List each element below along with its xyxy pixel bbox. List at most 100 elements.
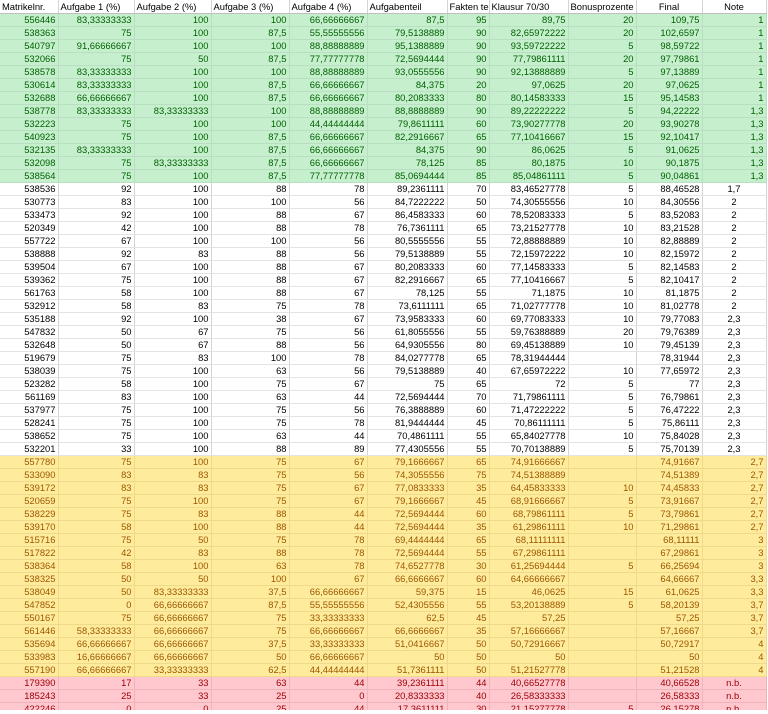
cell-note[interactable]: 2,7 [702,494,767,508]
cell-aufgabe-1[interactable]: 92 [58,182,135,196]
cell-aufgabenteil[interactable]: 62,5 [367,611,448,625]
cell-aufgabenteil[interactable]: 93,0555556 [367,65,448,79]
header-aufgabe-1[interactable]: Aufgabe 1 (%) [58,0,135,14]
cell-aufgabe-2[interactable]: 100 [134,286,212,300]
cell-matrikelnr[interactable]: 520349 [0,221,59,235]
cell-aufgabenteil[interactable]: 69,4444444 [367,533,448,547]
cell-aufgabe-4[interactable]: 78 [289,416,368,430]
cell-aufgabe-2[interactable]: 100 [134,195,212,209]
cell-faktenteil[interactable]: 90 [447,65,490,79]
cell-aufgabe-3[interactable]: 88 [211,520,290,534]
cell-aufgabenteil[interactable]: 64,9305556 [367,338,448,352]
cell-klausur[interactable]: 46,0625 [489,585,569,599]
cell-aufgabe-4[interactable]: 44 [289,429,368,443]
cell-aufgabe-3[interactable]: 75 [211,325,290,339]
cell-bonusprozente[interactable]: 10 [568,156,637,170]
cell-bonusprozente[interactable] [568,650,637,664]
cell-note[interactable]: 2 [702,260,767,274]
cell-aufgabenteil[interactable]: 75 [367,377,448,391]
cell-matrikelnr[interactable]: 556446 [0,13,59,27]
cell-aufgabe-4[interactable]: 56 [289,195,368,209]
cell-faktenteil[interactable]: 65 [447,221,490,235]
cell-aufgabe-1[interactable]: 50 [58,325,135,339]
cell-faktenteil[interactable]: 60 [447,507,490,521]
cell-final[interactable]: 51,21528 [636,663,703,677]
cell-note[interactable]: n.b. [702,689,767,703]
cell-aufgabe-2[interactable]: 66,66666667 [134,637,212,651]
cell-matrikelnr[interactable]: 547832 [0,325,59,339]
cell-final[interactable]: 50 [636,650,703,664]
cell-aufgabe-1[interactable]: 58 [58,520,135,534]
cell-faktenteil[interactable]: 44 [447,676,490,690]
cell-final[interactable]: 95,14583 [636,91,703,105]
cell-matrikelnr[interactable]: 557722 [0,234,59,248]
cell-klausur[interactable]: 67,65972222 [489,364,569,378]
cell-note[interactable]: 3,3 [702,572,767,586]
cell-aufgabe-3[interactable]: 63 [211,364,290,378]
cell-final[interactable]: 75,84028 [636,429,703,443]
cell-klausur[interactable]: 80,1875 [489,156,569,170]
cell-final[interactable]: 74,45833 [636,481,703,495]
cell-matrikelnr[interactable]: 533473 [0,208,59,222]
cell-aufgabe-4[interactable]: 78 [289,559,368,573]
cell-bonusprozente[interactable]: 10 [568,312,637,326]
cell-note[interactable]: 2 [702,195,767,209]
cell-aufgabenteil[interactable]: 59,375 [367,585,448,599]
cell-matrikelnr[interactable]: 422246 [0,702,59,714]
cell-final[interactable]: 64,66667 [636,572,703,586]
cell-aufgabe-3[interactable]: 100 [211,13,290,27]
cell-aufgabe-3[interactable]: 100 [211,234,290,248]
cell-matrikelnr[interactable]: 557780 [0,455,59,469]
cell-aufgabe-4[interactable]: 56 [289,234,368,248]
cell-matrikelnr[interactable]: 561763 [0,286,59,300]
cell-note[interactable]: 1 [702,13,767,27]
cell-final[interactable]: 40,66528 [636,676,703,690]
cell-matrikelnr[interactable]: 539170 [0,520,59,534]
cell-matrikelnr[interactable]: 538578 [0,65,59,79]
cell-note[interactable]: 3,3 [702,585,767,599]
cell-aufgabe-2[interactable]: 83 [134,546,212,560]
cell-aufgabe-3[interactable]: 100 [211,39,290,53]
cell-matrikelnr[interactable]: 532098 [0,156,59,170]
cell-bonusprozente[interactable]: 5 [568,494,637,508]
cell-klausur[interactable]: 71,47222222 [489,403,569,417]
cell-aufgabenteil[interactable]: 61,8055556 [367,325,448,339]
cell-aufgabe-3[interactable]: 62,5 [211,663,290,677]
cell-final[interactable]: 79,76389 [636,325,703,339]
cell-matrikelnr[interactable]: 519679 [0,351,59,365]
cell-klausur[interactable]: 21,15277778 [489,702,569,714]
cell-aufgabe-1[interactable]: 0 [58,702,135,714]
cell-faktenteil[interactable]: 60 [447,260,490,274]
cell-aufgabe-1[interactable]: 42 [58,221,135,235]
cell-aufgabe-4[interactable]: 44,44444444 [289,117,368,131]
cell-klausur[interactable]: 67,29861111 [489,546,569,560]
cell-matrikelnr[interactable]: 538652 [0,429,59,443]
cell-klausur[interactable]: 68,91666667 [489,494,569,508]
cell-faktenteil[interactable]: 45 [447,611,490,625]
cell-aufgabe-1[interactable]: 75 [58,364,135,378]
cell-bonusprozente[interactable]: 15 [568,130,637,144]
cell-klausur[interactable]: 51,21527778 [489,663,569,677]
cell-note[interactable]: 2,3 [702,377,767,391]
cell-aufgabe-4[interactable]: 78 [289,546,368,560]
cell-matrikelnr[interactable]: 538888 [0,247,59,261]
cell-note[interactable]: 2,3 [702,416,767,430]
cell-note[interactable]: 2 [702,273,767,287]
cell-faktenteil[interactable]: 30 [447,702,490,714]
cell-aufgabe-1[interactable]: 92 [58,312,135,326]
cell-klausur[interactable]: 71,79861111 [489,390,569,404]
cell-aufgabe-2[interactable]: 83 [134,468,212,482]
cell-faktenteil[interactable]: 90 [447,143,490,157]
cell-aufgabe-3[interactable]: 75 [211,468,290,482]
cell-final[interactable]: 94,22222 [636,104,703,118]
cell-aufgabe-4[interactable]: 44 [289,520,368,534]
cell-bonusprozente[interactable]: 20 [568,52,637,66]
cell-aufgabe-4[interactable]: 88,88888889 [289,39,368,53]
cell-aufgabe-4[interactable]: 67 [289,481,368,495]
cell-matrikelnr[interactable]: 517822 [0,546,59,560]
cell-note[interactable]: 2,3 [702,442,767,456]
cell-note[interactable]: 2,7 [702,481,767,495]
cell-aufgabenteil[interactable]: 72,5694444 [367,52,448,66]
cell-aufgabe-4[interactable]: 33,33333333 [289,611,368,625]
cell-note[interactable]: 1 [702,91,767,105]
